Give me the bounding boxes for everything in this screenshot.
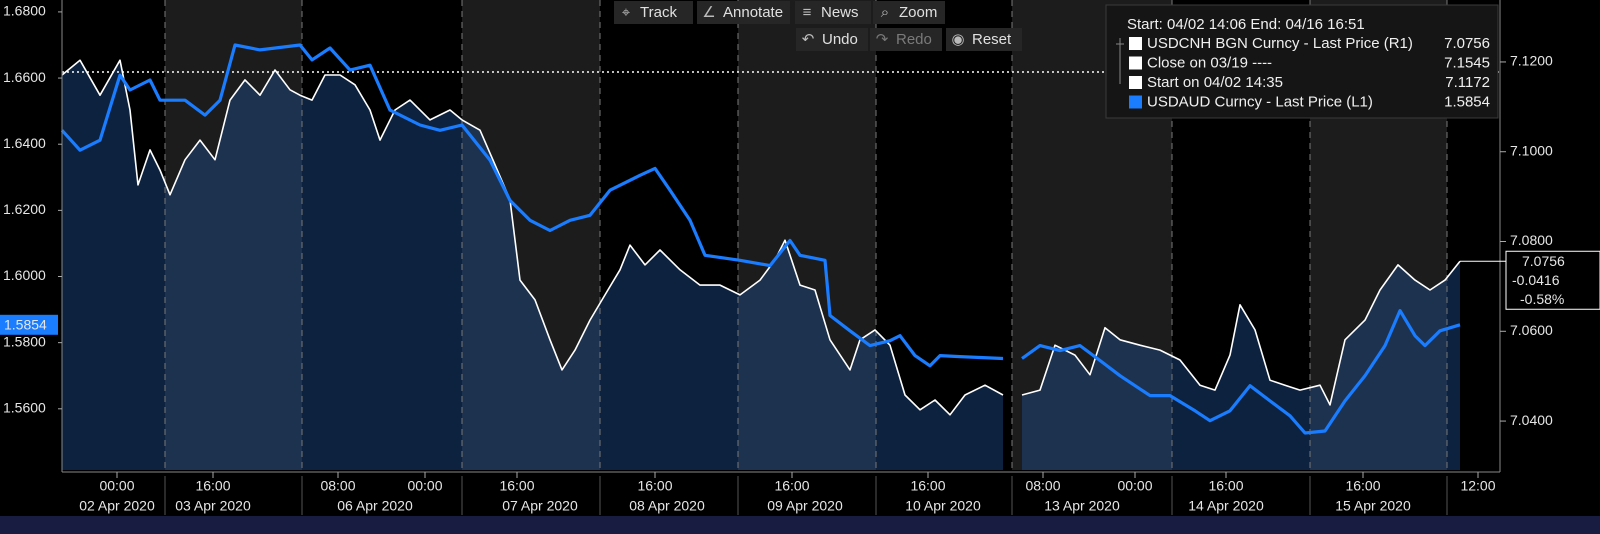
x-tick-label: 16:00 bbox=[1208, 478, 1243, 494]
x-date-label: 09 Apr 2020 bbox=[767, 498, 843, 514]
toolbar-button[interactable]: ◉ Reset bbox=[946, 28, 1022, 51]
x-date-label: 08 Apr 2020 bbox=[629, 498, 705, 514]
button-label: News bbox=[821, 4, 859, 21]
legend-header: Start: 04/02 14:06 End: 04/16 16:51 bbox=[1127, 16, 1365, 33]
toolbar-button[interactable]: ↷ Redo bbox=[870, 28, 942, 51]
x-date-label: 10 Apr 2020 bbox=[905, 498, 981, 514]
legend-label: USDCNH BGN Curncy - Last Price (R1) bbox=[1147, 35, 1413, 52]
last-price-r1: 7.0756 bbox=[1522, 253, 1565, 269]
x-tick-label: 08:00 bbox=[1025, 478, 1060, 494]
change-pct: -0.58% bbox=[1520, 291, 1564, 307]
legend: Start: 04/02 14:06 End: 04/16 16:51 USDCN… bbox=[1105, 4, 1499, 119]
x-tick-label: 16:00 bbox=[774, 478, 809, 494]
legend-label: Start on 04/02 14:35 bbox=[1147, 74, 1283, 91]
y2-tick-label: 7.1200 bbox=[1510, 53, 1553, 69]
price-line-l1 bbox=[60, 43, 1461, 435]
button-label: Undo bbox=[822, 31, 858, 48]
button-label: Redo bbox=[896, 31, 932, 48]
button-icon: ◉ bbox=[951, 31, 964, 48]
x-date-label: 14 Apr 2020 bbox=[1188, 498, 1264, 514]
button-icon: ⌖ bbox=[622, 4, 631, 21]
price-line-r1 bbox=[61, 59, 1461, 416]
button-icon: ∠ bbox=[702, 4, 715, 21]
x-tick-label: 00:00 bbox=[1117, 478, 1152, 494]
y-tick-label: 1.6000 bbox=[3, 267, 46, 283]
x-date-label: 15 Apr 2020 bbox=[1335, 498, 1411, 514]
x-tick-label: 00:00 bbox=[407, 478, 442, 494]
button-icon: ⌕ bbox=[881, 4, 889, 21]
legend-swatch bbox=[1129, 37, 1142, 50]
button-bg bbox=[614, 1, 693, 24]
button-icon: ↶ bbox=[802, 31, 815, 48]
button-label: Reset bbox=[972, 31, 1012, 48]
button-bg bbox=[795, 1, 871, 24]
toolbar-button[interactable]: ∠ Annotate bbox=[697, 1, 790, 24]
x-tick-label: 12:00 bbox=[1460, 478, 1495, 494]
y2-tick-label: 7.1000 bbox=[1510, 142, 1553, 158]
toolbar-button[interactable]: ↶ Undo bbox=[796, 28, 868, 51]
x-tick-label: 08:00 bbox=[320, 478, 355, 494]
button-bg bbox=[873, 1, 945, 24]
button-icon: ≡ bbox=[803, 4, 812, 21]
last-price-box bbox=[1505, 250, 1600, 310]
session-band bbox=[165, 0, 302, 470]
button-bg bbox=[946, 28, 1022, 51]
last-price-l1: 1.5854 bbox=[4, 317, 47, 333]
last-price-tag-l1 bbox=[0, 314, 58, 335]
y2-tick-label: 7.0400 bbox=[1510, 412, 1553, 428]
x-date-label: 13 Apr 2020 bbox=[1044, 498, 1120, 514]
button-label: Track bbox=[640, 4, 677, 21]
toolbar-button[interactable]: ⌕ Zoom bbox=[873, 1, 945, 24]
y-tick-label: 1.5800 bbox=[3, 333, 46, 349]
legend-value: 1.5854 bbox=[1444, 93, 1490, 110]
x-tick-label: 16:00 bbox=[195, 478, 230, 494]
button-label: Zoom bbox=[899, 4, 937, 21]
y2-tick-label: 7.0600 bbox=[1510, 322, 1553, 338]
toolbar-button[interactable]: ≡ News bbox=[795, 1, 871, 24]
legend-value: 7.1545 bbox=[1444, 54, 1490, 71]
legend-swatch bbox=[1129, 95, 1142, 109]
y2-tick-label: 7.0800 bbox=[1510, 232, 1553, 248]
legend-value: 7.0756 bbox=[1444, 35, 1490, 52]
button-label: Annotate bbox=[723, 4, 783, 21]
y-tick-label: 1.5600 bbox=[3, 400, 46, 416]
legend-value: 7.1172 bbox=[1445, 74, 1490, 91]
toolbar: ⌖ Track ∠ Annotate ≡ News ⌕ Zoom ↶ Undo ↷ Redo ◉ Rese… bbox=[614, 1, 1022, 51]
button-bg bbox=[796, 28, 868, 51]
x-tick-label: 16:00 bbox=[910, 478, 945, 494]
x-tick-label: 16:00 bbox=[499, 478, 534, 494]
x-tick-label: 16:00 bbox=[1345, 478, 1380, 494]
bottom-bar bbox=[0, 516, 1600, 534]
legend-swatch bbox=[1129, 76, 1142, 89]
toolbar-button[interactable]: ⌖ Track bbox=[614, 1, 693, 24]
y-tick-label: 1.6400 bbox=[3, 135, 46, 151]
legend-label: Close on 03/19 ---- bbox=[1147, 54, 1272, 71]
x-date-label: 02 Apr 2020 bbox=[79, 498, 155, 514]
button-icon: ↷ bbox=[876, 31, 889, 48]
y-tick-label: 1.6200 bbox=[3, 201, 46, 217]
session-band bbox=[738, 0, 876, 470]
legend-label: USDAUD Curncy - Last Price (L1) bbox=[1147, 93, 1373, 110]
change-abs: -0.0416 bbox=[1512, 272, 1560, 288]
legend-swatch bbox=[1129, 56, 1142, 70]
session-band bbox=[462, 0, 600, 470]
x-date-label: 07 Apr 2020 bbox=[502, 498, 578, 514]
legend-box bbox=[1105, 4, 1499, 119]
y-tick-label: 1.6800 bbox=[3, 3, 46, 19]
x-date-label: 03 Apr 2020 bbox=[175, 498, 251, 514]
x-date-label: 06 Apr 2020 bbox=[337, 498, 413, 514]
legend-bracket bbox=[1116, 38, 1124, 84]
x-tick-label: 00:00 bbox=[99, 478, 134, 494]
y-tick-label: 1.6600 bbox=[3, 69, 46, 85]
x-tick-label: 16:00 bbox=[637, 478, 672, 494]
button-bg bbox=[697, 1, 790, 24]
button-bg bbox=[870, 28, 942, 51]
